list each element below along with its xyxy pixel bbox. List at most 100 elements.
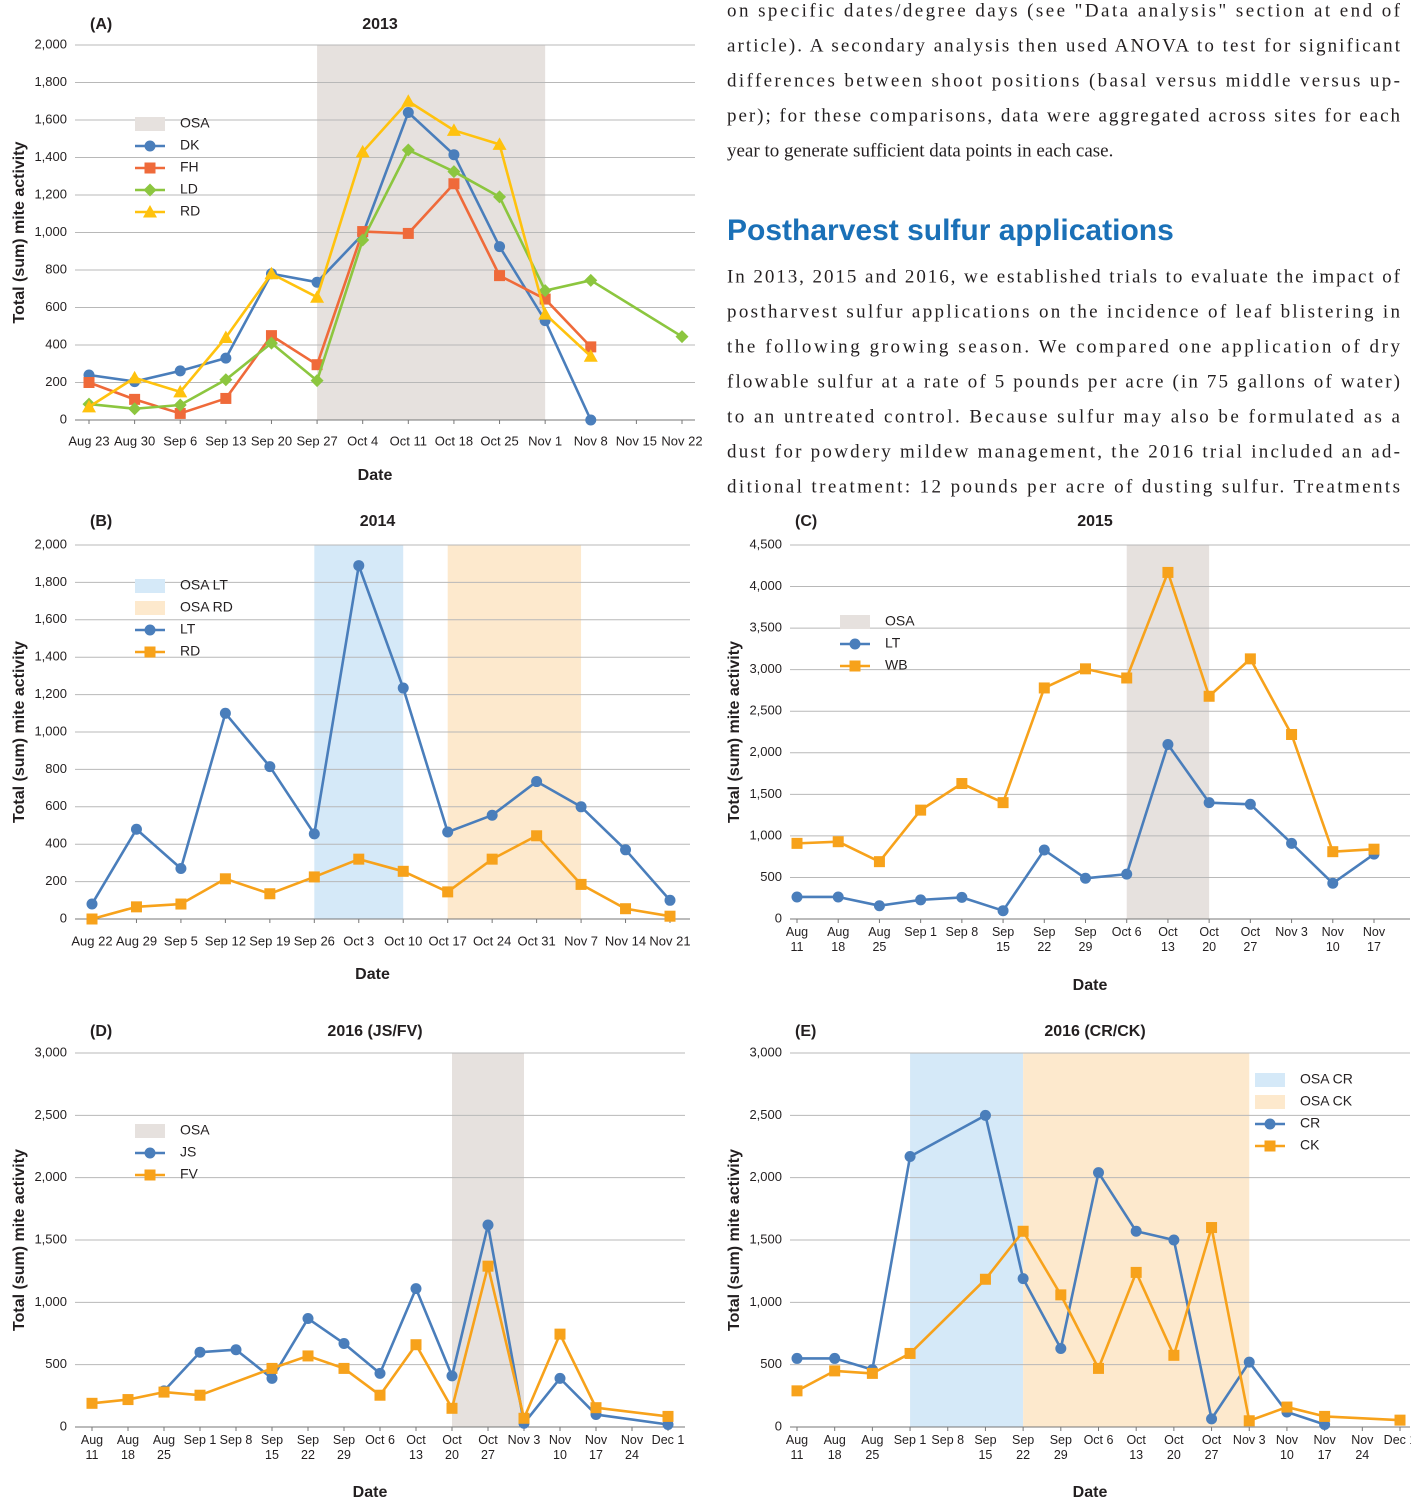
x-tick-label-box: Sep 29 <box>333 1433 355 1462</box>
data-point <box>791 891 803 903</box>
x-tick-label: Aug 25 <box>861 1433 884 1462</box>
x-tick-label-box: Sep 29 <box>1074 925 1096 954</box>
x-tick-label-box: Oct 20 <box>1164 1433 1183 1462</box>
legend-label: OSA CR <box>1300 1071 1353 1087</box>
y-tick-label: 1,000 <box>34 723 67 738</box>
series-line <box>88 182 592 415</box>
legend-marker <box>1264 1140 1276 1152</box>
data-point <box>442 886 454 898</box>
y-tick-label: 2,500 <box>34 1107 67 1122</box>
x-tick-label: Nov 1 <box>528 433 562 448</box>
y-tick-label: 0 <box>775 1418 782 1433</box>
y-tick-label: 600 <box>45 798 67 813</box>
chart-title: 2015 <box>1077 513 1113 530</box>
x-tick-label-box: Oct 27 <box>1241 925 1260 954</box>
x-tick-label-box: Nov 10 <box>548 1433 572 1462</box>
data-point <box>531 830 543 842</box>
x-tick-label-box: Aug 25 <box>153 1433 175 1462</box>
legend-swatch <box>135 579 165 593</box>
x-tick-label: Oct 6 <box>365 1433 395 1447</box>
data-point <box>675 330 689 344</box>
legend-marker <box>143 205 157 218</box>
legend-marker <box>144 624 156 636</box>
y-tick-label: 1,000 <box>749 827 782 842</box>
y-tick-label: 0 <box>775 910 782 925</box>
data-point <box>486 809 498 821</box>
x-tick-label: Sep 12 <box>205 933 246 948</box>
data-point <box>264 266 279 280</box>
legend-label: CR <box>1300 1115 1320 1131</box>
series-line <box>797 743 1375 912</box>
legend-label: LT <box>180 621 196 637</box>
x-tick-label-box: Oct 13 <box>406 1433 425 1462</box>
legend-swatch <box>1255 1073 1285 1087</box>
x-tick-label-box: Nov 17 <box>585 1433 607 1462</box>
series-line <box>796 571 1375 863</box>
data-point <box>158 1386 170 1398</box>
data-point <box>1168 1349 1180 1361</box>
y-axis-label: Total (sum) mite activity <box>726 1149 743 1331</box>
y-tick-label: 2,500 <box>749 703 782 718</box>
x-tick-label: Oct 18 <box>435 433 473 448</box>
x-tick-label-box: Oct 20 <box>1199 925 1218 954</box>
x-tick-label-box: Nov 24 <box>621 1433 643 1462</box>
x-tick-label: Aug 22 <box>71 933 112 948</box>
legend-label: WB <box>885 657 908 673</box>
x-axis-label: Date <box>1073 977 1108 994</box>
y-tick-label: 400 <box>45 836 67 851</box>
data-point <box>873 900 885 912</box>
data-point <box>1368 843 1380 855</box>
data-point <box>264 336 278 350</box>
x-tick-label: Oct 27 <box>1201 1433 1222 1462</box>
data-point <box>791 1352 803 1364</box>
legend-label: RD <box>180 203 200 219</box>
data-point <box>175 863 187 875</box>
data-point <box>1319 1410 1331 1422</box>
y-tick-label: 0 <box>60 910 67 925</box>
data-point <box>1286 837 1298 849</box>
legend-label: OSA <box>180 1122 210 1138</box>
x-tick-label: Aug 18 <box>823 1433 846 1462</box>
x-tick-label: Nov 10 <box>548 1433 572 1462</box>
data-point <box>1093 1362 1104 1374</box>
y-tick-label: 1,600 <box>34 611 67 626</box>
legend-marker <box>143 183 157 197</box>
x-tick-label: Sep 22 <box>296 1433 320 1462</box>
chart-title: 2016 (JS/FV) <box>327 1023 422 1040</box>
x-tick-label: Nov 17 <box>1313 1433 1336 1462</box>
x-tick-label: Nov 7 <box>564 933 598 948</box>
legend-label: LD <box>180 181 198 197</box>
data-point <box>82 399 96 413</box>
y-tick-label: 1,000 <box>749 1294 782 1309</box>
legend-label: OSA CK <box>1300 1093 1353 1109</box>
x-tick-label: Nov 3 <box>1232 1433 1266 1447</box>
x-tick-label: Aug 23 <box>68 433 109 448</box>
legend-label: FV <box>180 1166 199 1182</box>
x-tick-label: Oct 3 <box>343 933 374 948</box>
paragraph-line: ditional treatment: 12 pounds per acre o… <box>727 476 1400 497</box>
x-tick-label-box: Oct 13 <box>1126 1433 1145 1462</box>
x-tick-label-box: Oct 27 <box>478 1433 497 1462</box>
data-point <box>130 823 142 835</box>
x-tick-label: Sep 13 <box>205 433 246 448</box>
data-point <box>311 359 323 371</box>
data-point <box>915 894 927 906</box>
y-tick-label: 2,500 <box>749 1107 782 1122</box>
chart-title: 2014 <box>360 513 396 530</box>
data-point <box>585 414 597 426</box>
data-point <box>1038 844 1050 856</box>
data-point <box>1038 682 1050 694</box>
x-tick-label: Oct 25 <box>480 433 518 448</box>
data-point <box>482 1260 494 1272</box>
y-tick-label: 500 <box>760 869 782 884</box>
data-point <box>83 377 95 388</box>
data-point <box>1130 1225 1142 1237</box>
paragraph-line: flowable sulfur at a rate of 5 pounds pe… <box>727 371 1400 392</box>
y-tick-label: 3,000 <box>749 661 782 676</box>
data-point <box>397 682 409 694</box>
y-tick-label: 4,000 <box>749 578 782 593</box>
data-point <box>1281 1401 1293 1413</box>
data-point <box>374 1389 386 1401</box>
x-tick-label: Oct 6 <box>1083 1433 1114 1447</box>
y-tick-label: 1,800 <box>34 574 67 589</box>
